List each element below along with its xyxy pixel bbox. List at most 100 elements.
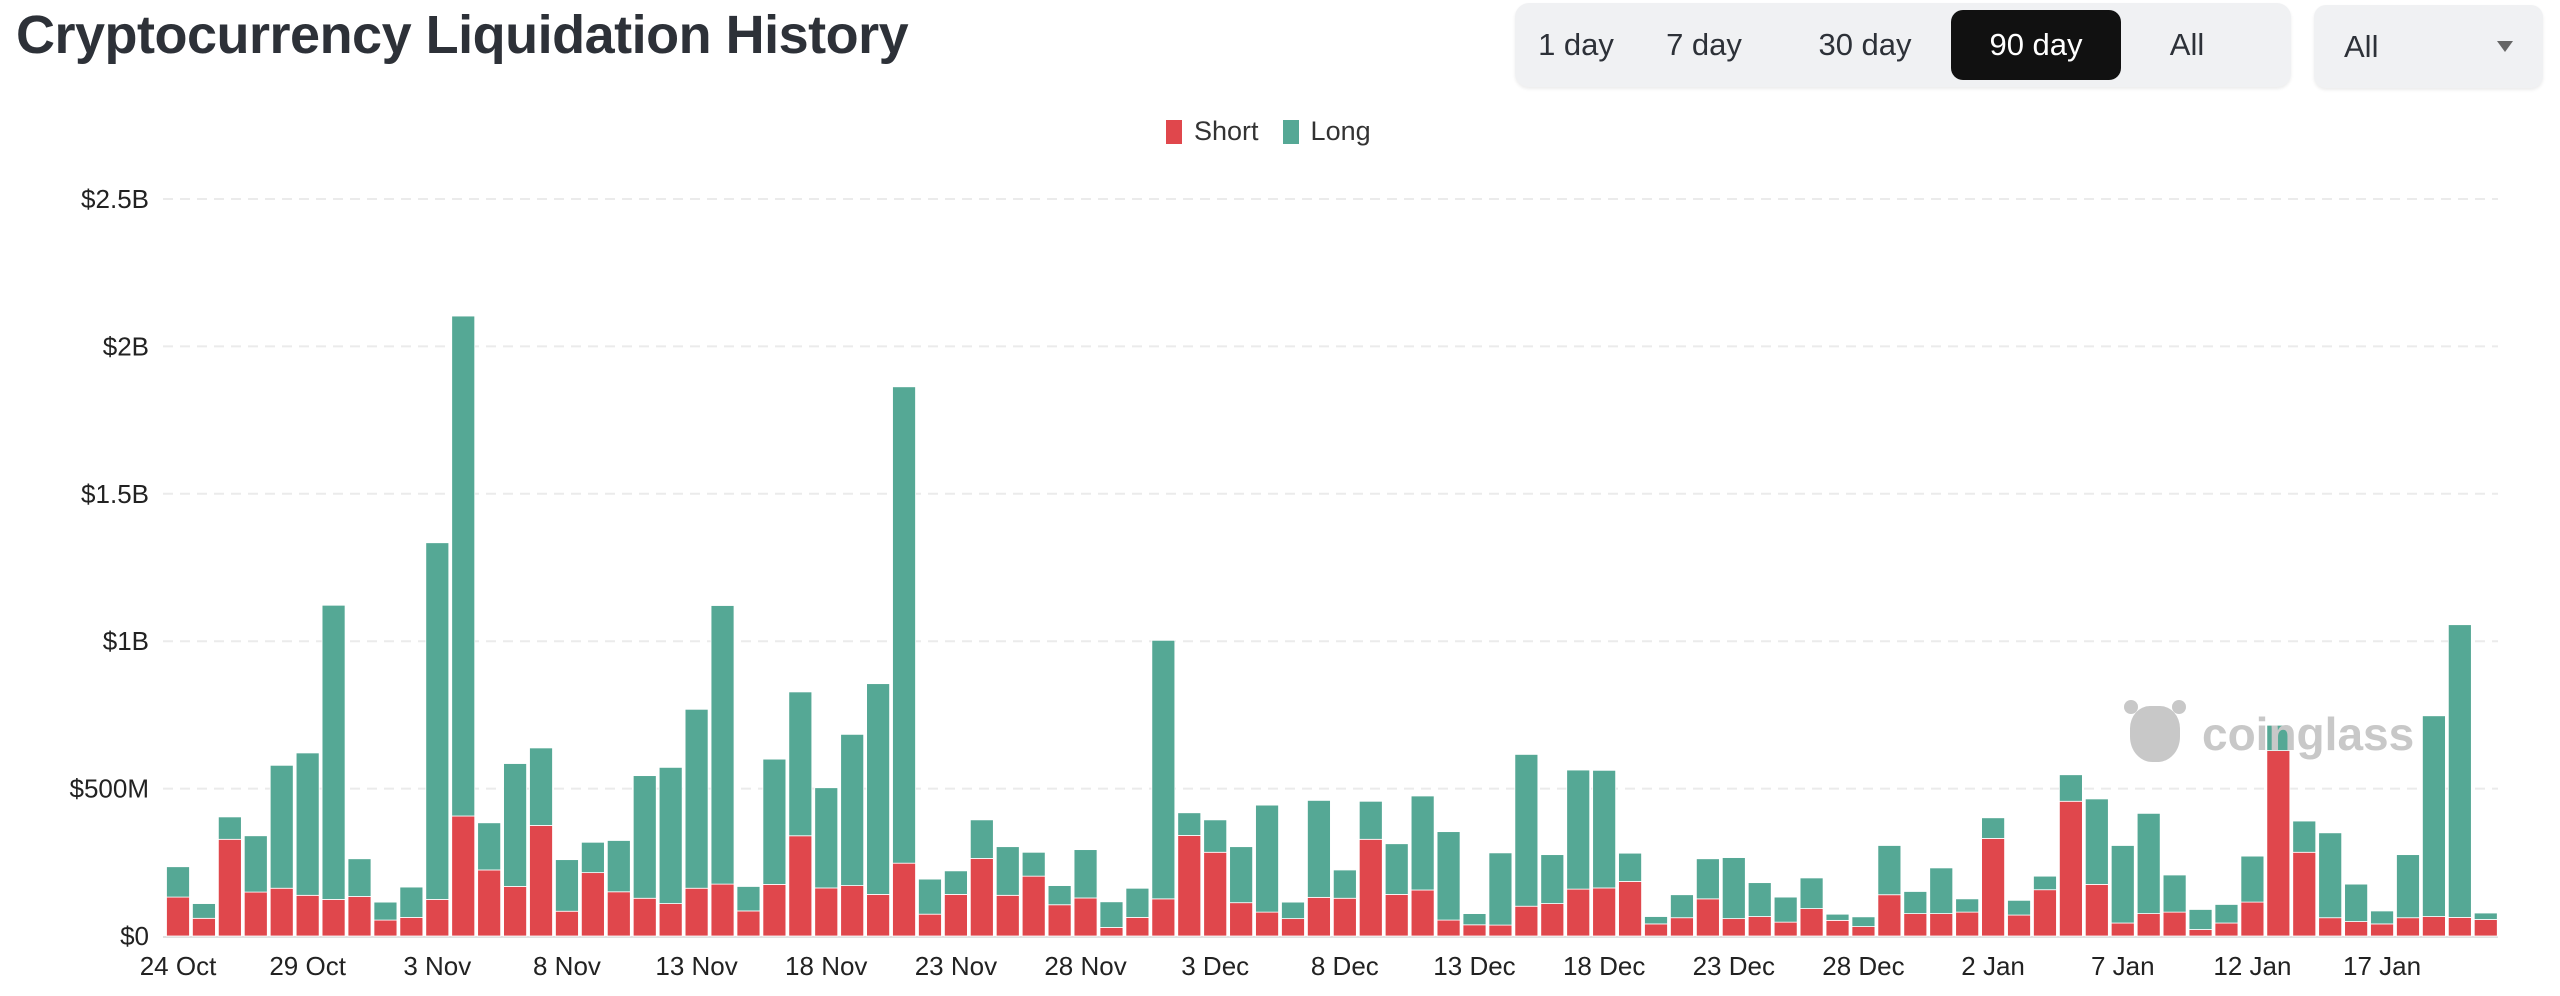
bar-stack[interactable] [269, 764, 294, 937]
bar-stack[interactable] [555, 859, 579, 937]
tab-7-day[interactable]: 7 day [1666, 27, 1742, 62]
legend-item-long[interactable]: Long [1282, 116, 1371, 147]
x-tick-label: 3 Dec [1181, 951, 1249, 981]
bar-stack[interactable] [736, 886, 761, 937]
bar-stack[interactable] [1255, 804, 1279, 937]
bar-stack[interactable] [373, 901, 398, 937]
bar-stack[interactable] [1021, 851, 1046, 937]
tab-1-day[interactable]: 1 day [1538, 27, 1614, 62]
bar-stack[interactable] [1981, 817, 2005, 937]
bar-stack[interactable] [1618, 852, 1642, 937]
bar-stack[interactable] [425, 542, 450, 937]
bar-stack[interactable] [1047, 885, 1072, 937]
bar-stack[interactable] [451, 315, 476, 937]
bar-stack[interactable] [2007, 899, 2031, 937]
bar-stack[interactable] [710, 605, 735, 937]
bar-stack[interactable] [1307, 799, 1331, 937]
bar-stack[interactable] [840, 733, 865, 937]
bar-stack[interactable] [632, 775, 657, 937]
bar-stack[interactable] [1203, 819, 1228, 937]
bar-stack[interactable] [1747, 882, 1772, 937]
bar-stack[interactable] [166, 866, 190, 937]
bar-stack[interactable] [1929, 867, 1954, 937]
bar-stack[interactable] [2188, 909, 2213, 937]
bar-stack[interactable] [1540, 854, 1565, 937]
bar-stack[interactable] [995, 846, 1020, 937]
bar-stack[interactable] [969, 819, 994, 937]
bar-stack[interactable] [1281, 901, 1305, 937]
bar-stack[interactable] [1566, 769, 1591, 937]
bar-stack[interactable] [1462, 913, 1487, 937]
bar-stack[interactable] [399, 886, 424, 937]
bar-stack[interactable] [2422, 715, 2446, 937]
bar-stack[interactable] [684, 708, 709, 937]
bar-stack[interactable] [192, 903, 216, 937]
bar-stack[interactable] [2084, 798, 2109, 937]
bar-stack[interactable] [2370, 910, 2394, 937]
bar-stack[interactable] [347, 858, 372, 937]
bar-stack[interactable] [1358, 800, 1383, 937]
bar-stack[interactable] [529, 747, 553, 937]
bar-stack[interactable] [1177, 812, 1202, 937]
bar-stack[interactable] [1410, 795, 1435, 937]
bar-stack[interactable] [892, 386, 916, 937]
bar-stack[interactable] [2344, 883, 2369, 937]
bar-stack[interactable] [2136, 812, 2161, 937]
bar-stack[interactable] [1721, 857, 1746, 937]
bar-stack[interactable] [503, 763, 527, 937]
bar-stack[interactable] [918, 878, 942, 937]
bar-stack[interactable] [2162, 874, 2187, 937]
bar-stack[interactable] [1695, 858, 1720, 937]
bar-stack[interactable] [1851, 916, 1876, 937]
tab-90-day[interactable]: 90 day [1951, 10, 2121, 80]
coin-select-dropdown[interactable]: All [2314, 5, 2543, 88]
bar-stack[interactable] [1151, 639, 1176, 937]
bar-stack[interactable] [2396, 854, 2420, 937]
tab-all[interactable]: All [2169, 27, 2205, 62]
bar-stack[interactable] [1125, 887, 1150, 937]
bar-stack[interactable] [2266, 724, 2291, 937]
bar-stack[interactable] [243, 835, 268, 937]
bar-stack[interactable] [2473, 912, 2498, 937]
bar-stack[interactable] [788, 691, 813, 937]
bar-stack[interactable] [866, 683, 891, 937]
bar-short [451, 815, 476, 937]
bar-stack[interactable] [1099, 901, 1124, 937]
bar-stack[interactable] [477, 822, 502, 937]
bar-stack[interactable] [217, 816, 242, 937]
bar-stack[interactable] [1799, 877, 1824, 937]
bar-stack[interactable] [1384, 843, 1409, 937]
bar-stack[interactable] [1488, 852, 1513, 937]
bar-stack[interactable] [1332, 869, 1357, 937]
bar-stack[interactable] [1644, 916, 1668, 937]
bar-stack[interactable] [944, 870, 968, 937]
bar-stack[interactable] [1773, 896, 1798, 937]
bar-stack[interactable] [1825, 913, 1850, 937]
bar-stack[interactable] [814, 787, 839, 937]
bar-stack[interactable] [2447, 624, 2472, 937]
bar-stack[interactable] [2058, 774, 2083, 937]
bar-stack[interactable] [2033, 875, 2057, 937]
bar-stack[interactable] [1514, 754, 1539, 937]
bar-stack[interactable] [606, 840, 631, 937]
bar-stack[interactable] [1670, 894, 1694, 937]
bar-stack[interactable] [658, 766, 683, 937]
bar-stack[interactable] [2318, 832, 2343, 937]
bar-stack[interactable] [1903, 891, 1928, 937]
bar-stack[interactable] [762, 758, 787, 937]
bar-stack[interactable] [1592, 769, 1617, 937]
legend-item-short[interactable]: Short [1166, 116, 1259, 147]
bar-stack[interactable] [2240, 855, 2265, 937]
bar-stack[interactable] [1229, 846, 1254, 937]
tab-30-day[interactable]: 30 day [1818, 27, 1912, 62]
bar-stack[interactable] [2110, 845, 2135, 937]
bar-stack[interactable] [321, 604, 346, 937]
bar-stack[interactable] [295, 752, 320, 937]
bar-stack[interactable] [1073, 849, 1098, 937]
bar-stack[interactable] [2214, 904, 2239, 937]
bar-stack[interactable] [1877, 845, 1902, 937]
bar-stack[interactable] [580, 841, 605, 937]
bar-stack[interactable] [1436, 831, 1461, 937]
bar-stack[interactable] [2292, 820, 2317, 937]
bar-stack[interactable] [1955, 898, 1980, 937]
